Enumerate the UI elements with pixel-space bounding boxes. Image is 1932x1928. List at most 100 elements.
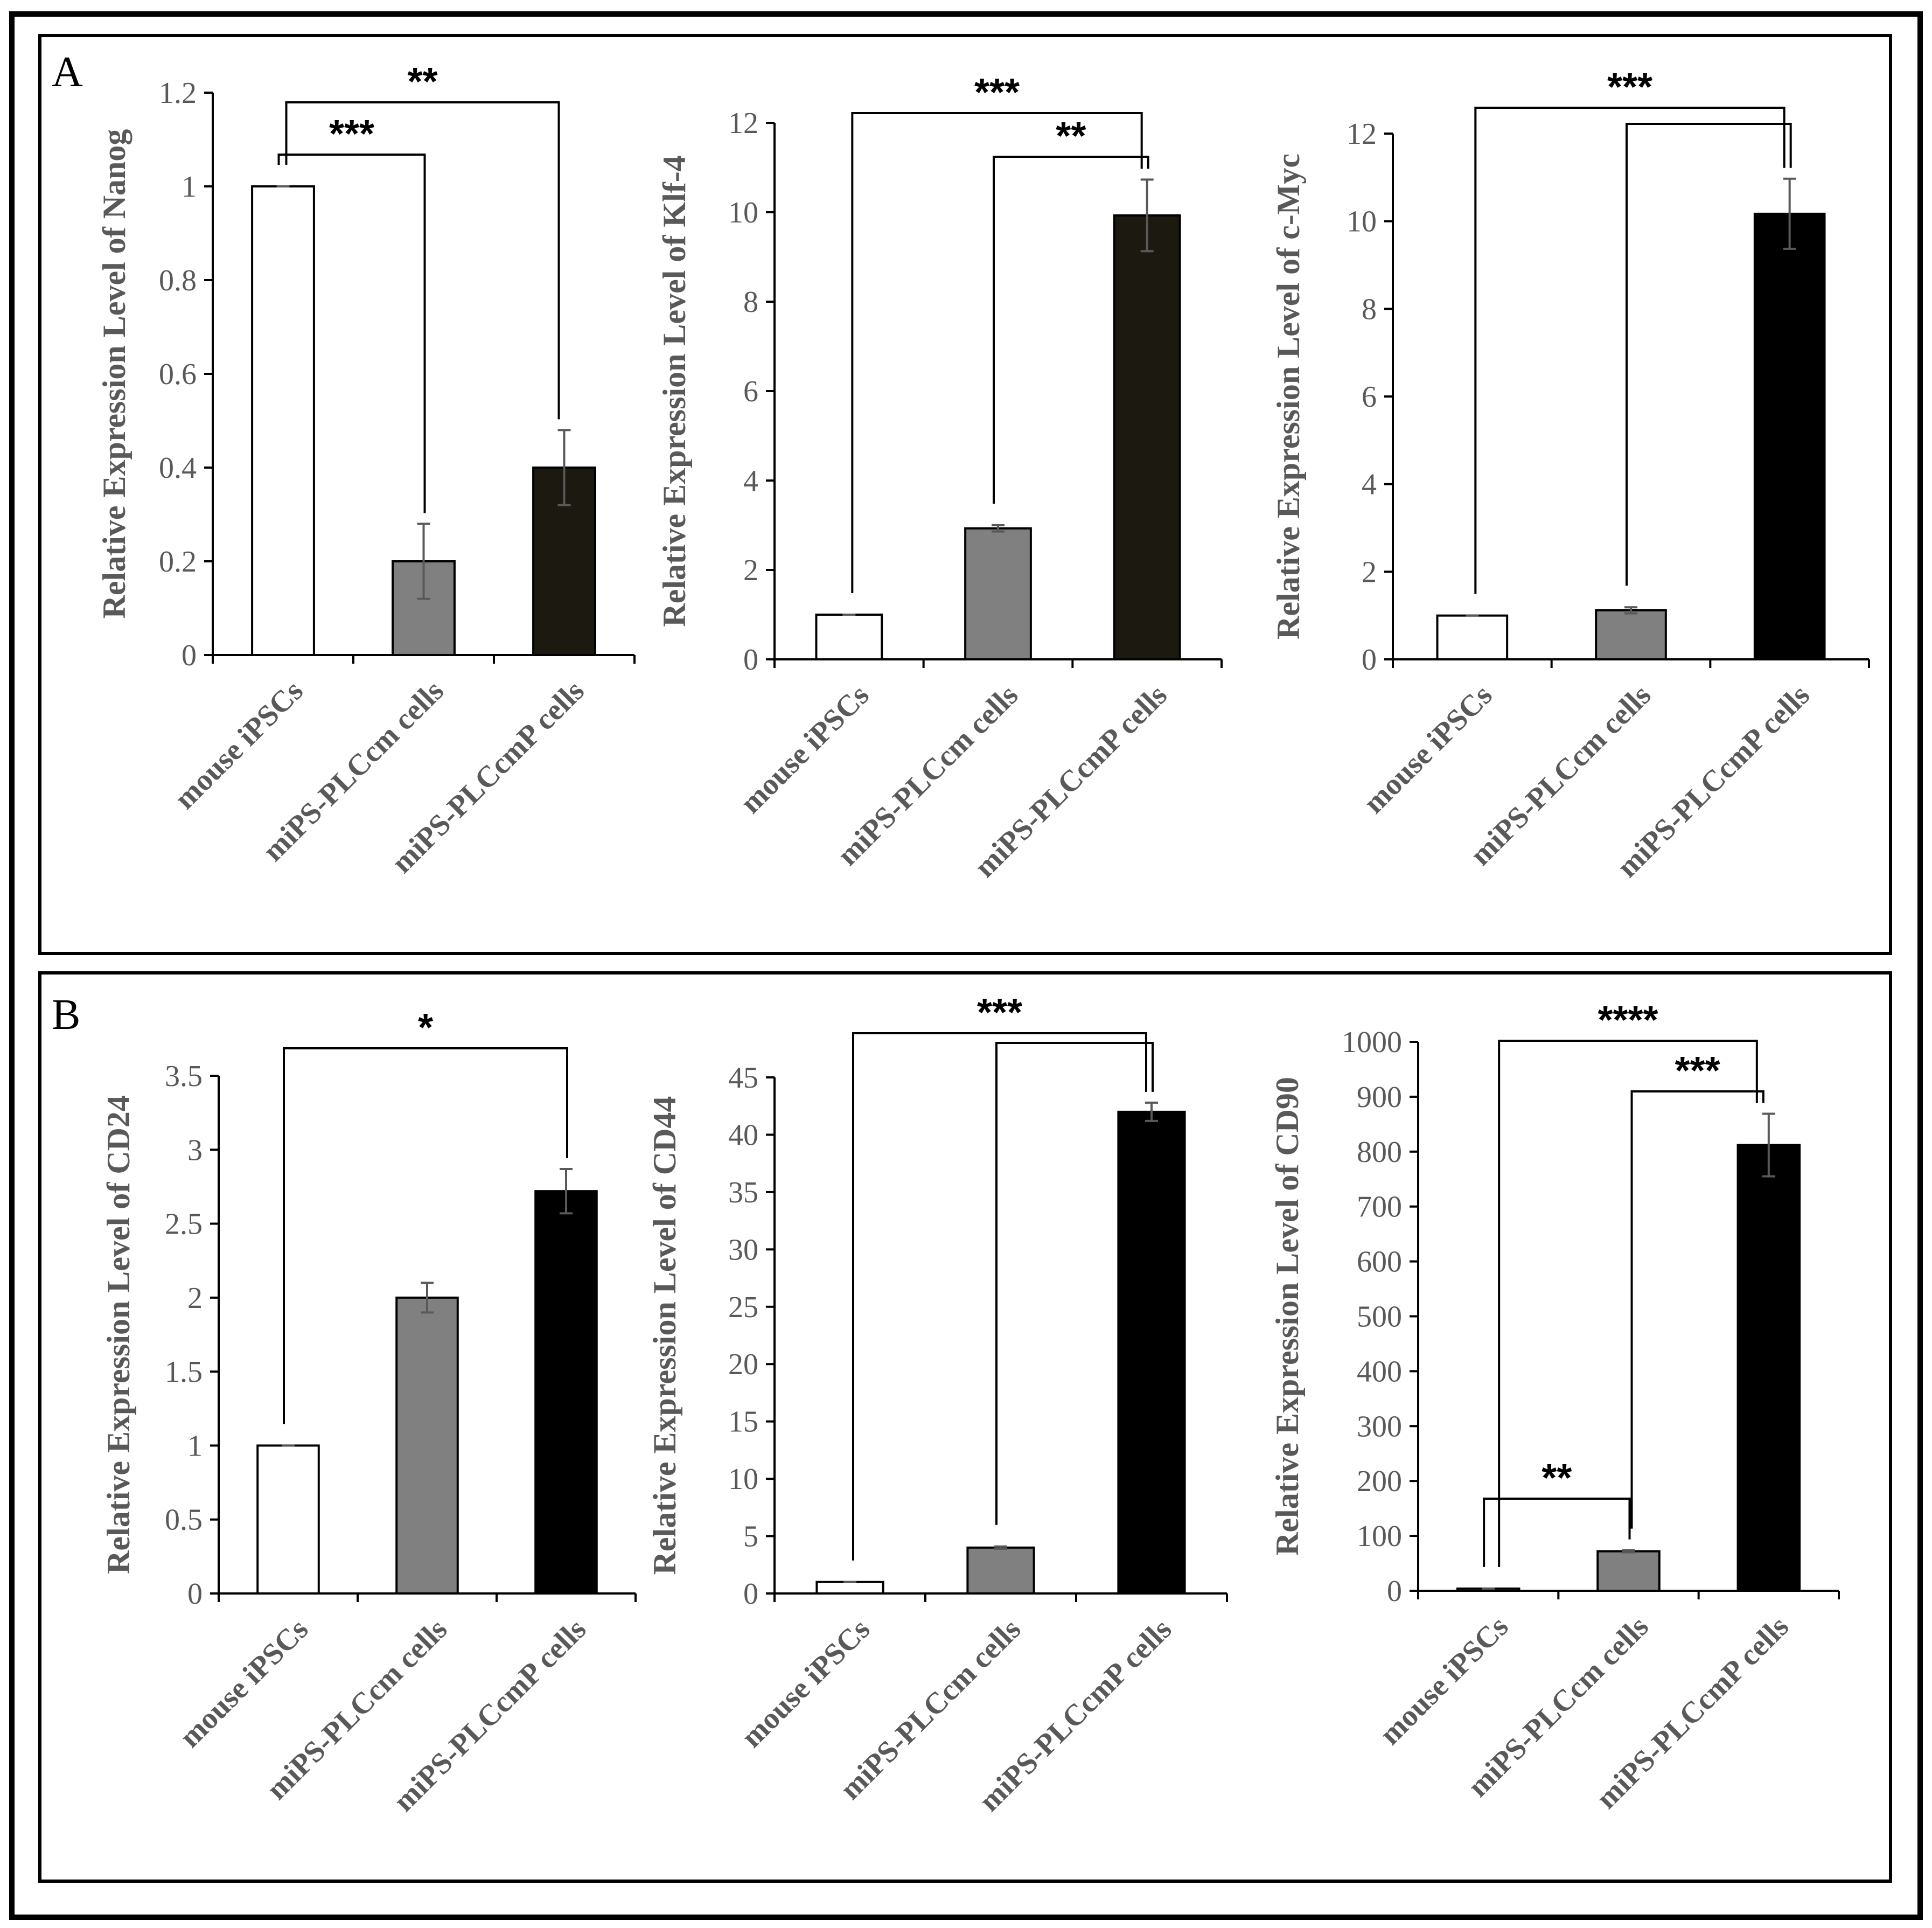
bar-2 [1595,609,1667,660]
y-tick-label: 35 [728,1176,758,1209]
bar-3 [1117,1110,1186,1595]
significance-label: *** [329,113,374,156]
y-tick-label: 10 [1347,205,1377,239]
y-tick-label: 1000 [1342,1026,1402,1059]
y-tick-label: 700 [1357,1191,1402,1224]
panel-a-label: A [52,48,83,96]
y-tick-label: 100 [1357,1520,1402,1553]
significance-bracket [1483,1498,1631,1567]
y-tick-label: 0.4 [159,451,197,485]
significance-bracket [1626,123,1792,586]
significance-label: * [418,1006,433,1049]
y-tick-label: 0 [1362,643,1377,677]
significance-label: *** [1607,66,1652,109]
y-tick-label: 6 [743,375,758,408]
significance-bracket [993,156,1149,504]
bar-1 [815,1581,884,1595]
bar-3 [534,1190,598,1595]
y-tick-label: 5 [743,1520,758,1554]
y-tick-label: 12 [1347,117,1377,151]
y-tick-label: 10 [728,1463,758,1496]
y-tick-label: 0.2 [159,545,197,579]
y-axis-label: Relative Expression Level of Nanog [96,129,132,619]
y-tick-label: 0.5 [165,1504,203,1537]
y-tick-label: 500 [1357,1300,1402,1334]
y-tick-label: 2 [743,554,758,587]
bar-3 [1113,214,1181,660]
y-tick-label: 1.5 [165,1355,203,1389]
y-tick-label: 25 [728,1291,758,1324]
category-label: mouse iPSCs [1357,678,1499,820]
y-tick-label: 0 [187,1577,203,1611]
significance-bracket [283,1047,568,1424]
outer-frame [9,11,1923,1920]
significance-label: ** [407,60,437,103]
bar-1 [256,1444,320,1595]
significance-bracket [1630,1090,1764,1529]
y-axis-label: Relative Expression Level of Klf-4 [657,155,692,627]
significance-label: **** [1598,999,1658,1042]
y-tick-label: 1 [187,1429,203,1463]
y-tick-label: 8 [743,286,758,319]
significance-label: ** [1056,115,1086,158]
y-tick-label: 900 [1357,1081,1402,1114]
y-axis-label: Relative Expression Level of CD24 [101,1095,136,1574]
panel-b-label: B [52,991,80,1039]
y-tick-label: 300 [1357,1410,1402,1443]
significance-label: *** [974,71,1020,114]
bar-1 [251,185,315,656]
y-tick-label: 0 [743,1577,758,1611]
category-label: mouse iPSCs [173,1612,315,1754]
y-tick-label: 12 [728,107,758,140]
y-tick-label: 0 [743,643,758,677]
significance-bracket [851,112,1143,593]
significance-bracket [285,101,560,420]
bar-2 [395,1296,459,1595]
y-tick-label: 0.6 [159,358,197,391]
y-tick-label: 1 [182,170,197,204]
significance-label: *** [1675,1049,1720,1092]
y-tick-label: 4 [743,464,758,498]
bar-2 [966,1546,1035,1595]
y-tick-label: 2 [1362,555,1377,589]
y-tick-label: 8 [1362,293,1377,326]
significance-bracket [277,154,426,513]
y-tick-label: 30 [728,1233,758,1266]
y-axis-label: Relative Expression Level of c-Myc [1271,154,1306,639]
significance-bracket [995,1042,1154,1525]
y-tick-label: 2.5 [165,1208,203,1241]
category-label: mouse iPSCs [168,674,310,816]
y-tick-label: 0 [1387,1575,1402,1608]
panel-b-frame [38,971,1892,1883]
y-tick-label: 10 [728,196,758,229]
y-tick-label: 3.5 [165,1060,203,1093]
y-tick-label: 6 [1362,380,1377,414]
bar-1 [815,614,883,660]
bar-2 [964,527,1032,660]
y-tick-label: 0 [182,639,197,672]
category-label: mouse iPSCs [734,678,876,820]
bar-3 [1736,1144,1801,1592]
y-axis-label: Relative Expression Level of CD44 [647,1096,682,1575]
y-tick-label: 400 [1357,1355,1402,1388]
chart-6: 0 100 200 300 400 500 600 700 800 900 1000 mouse iP… [1270,999,1840,1815]
bar-1 [1436,614,1509,660]
y-tick-label: 45 [728,1061,758,1095]
category-label: mouse iPSCs [735,1612,876,1754]
y-tick-label: 15 [728,1405,758,1439]
y-tick-label: 200 [1357,1465,1402,1498]
significance-bracket [1498,1040,1758,1567]
y-tick-label: 600 [1357,1245,1402,1279]
y-tick-label: 3 [187,1133,203,1167]
y-tick-label: 0.8 [159,264,197,297]
significance-label: *** [977,991,1022,1034]
bar-3 [1753,212,1826,660]
y-tick-label: 2 [187,1282,203,1315]
